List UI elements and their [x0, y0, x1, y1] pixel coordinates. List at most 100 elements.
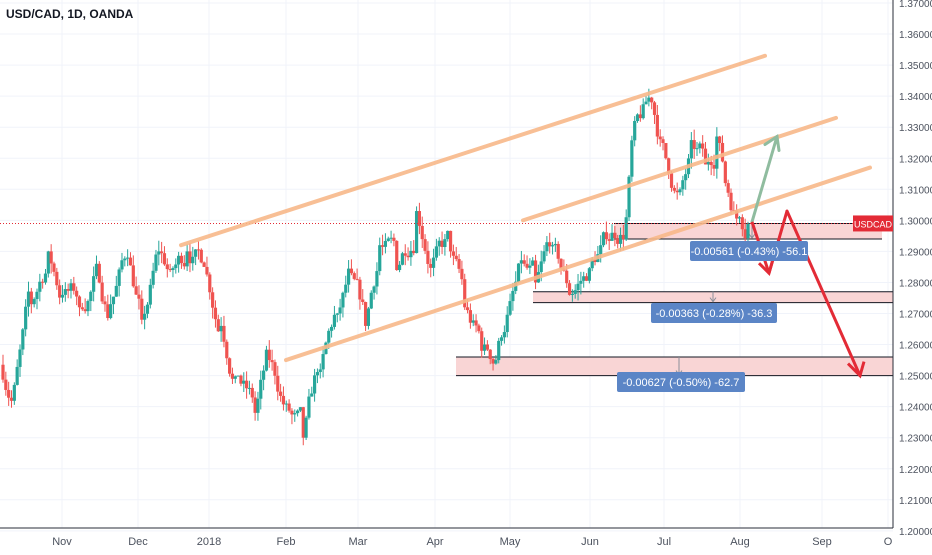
candle-body: [664, 143, 668, 159]
candle-body: [332, 314, 337, 327]
measure-label-bg: [690, 241, 808, 261]
channel-line: [179, 53, 767, 248]
candle-body: [24, 306, 28, 330]
candle-body: [528, 265, 532, 268]
candle-body: [196, 249, 201, 251]
candle-body: [225, 341, 229, 359]
candle-body: [678, 189, 682, 193]
x-tick-label: Aug: [730, 536, 750, 548]
candle-body: [38, 281, 42, 292]
y-tick-label: 1.22000: [899, 465, 932, 476]
candle-body: [485, 344, 489, 350]
candle-body: [695, 148, 699, 150]
candle-body: [131, 265, 135, 287]
candle-body: [188, 251, 192, 264]
down-projection-arrow: [785, 209, 862, 378]
time-axis[interactable]: Nov Dec 2018 Feb Mar Apr May Jun Jul Aug Sep O: [52, 536, 893, 548]
price-axis[interactable]: 1.37000 1.36000 1.35000 1.34000 1.33000 1.320…: [899, 0, 932, 538]
y-tick-label: 1.31000: [899, 185, 932, 196]
candle-body: [743, 229, 747, 239]
candle-body: [746, 223, 750, 239]
candle-body: [46, 251, 50, 274]
candle-body: [63, 289, 67, 295]
candle-body: [417, 211, 422, 226]
candle-body: [701, 143, 705, 149]
x-tick-label: Nov: [52, 536, 72, 548]
candle-body: [454, 255, 458, 260]
candle-body: [355, 278, 359, 280]
candle-body: [494, 360, 498, 364]
candle-body: [55, 271, 59, 286]
candle-body: [720, 142, 725, 162]
candle-body: [86, 301, 90, 312]
candle-body: [672, 187, 676, 191]
candle-body: [58, 285, 62, 298]
candle-body: [650, 97, 654, 103]
candle-body: [89, 291, 93, 302]
candle-body: [471, 320, 475, 323]
candle-body: [145, 304, 150, 314]
candle-body: [228, 358, 232, 374]
measure-labels: -0.00561 (-0.43%) -56.1 -0.00363 (-0.28%)…: [617, 241, 808, 392]
candle-body: [383, 240, 388, 247]
y-tick-label: 1.37000: [899, 0, 932, 10]
candle-body: [726, 183, 730, 193]
candle-body: [72, 283, 76, 291]
candle-body: [366, 308, 371, 326]
y-tick-label: 1.20000: [899, 527, 932, 538]
candle-body: [607, 239, 611, 241]
candle-body: [414, 211, 419, 254]
candle-body: [737, 217, 742, 219]
candle-body: [1, 364, 5, 380]
candle-body: [103, 301, 107, 305]
candle-body: [533, 260, 538, 283]
candle-body: [556, 243, 560, 259]
y-tick-label: 1.34000: [899, 92, 932, 103]
candle-body: [75, 290, 79, 297]
candle-body: [245, 380, 249, 389]
projection-arrows[interactable]: [750, 133, 866, 379]
candle-body: [460, 268, 464, 280]
price-tag-bg: [853, 215, 893, 232]
candle-body: [80, 307, 84, 310]
candle-body: [389, 237, 393, 239]
candle-body: [616, 238, 620, 244]
candle-body: [386, 238, 390, 241]
candle-body: [409, 250, 413, 258]
down-projection-arrow-head: [757, 258, 775, 276]
candle-body: [426, 250, 430, 264]
candle-body: [667, 158, 671, 174]
candle-body: [392, 237, 396, 241]
measure-label: -0.00627 (-0.50%) -62.7: [623, 377, 740, 389]
candle-body: [576, 283, 580, 291]
candle-body: [548, 242, 552, 247]
candle-body: [137, 294, 141, 299]
candle-body: [497, 340, 501, 361]
candle-body: [52, 263, 56, 272]
candle-body: [434, 246, 439, 258]
y-tick-label: 1.26000: [899, 341, 932, 352]
candle-body: [165, 264, 169, 270]
channel-lines[interactable]: [179, 53, 872, 363]
candle-body: [502, 332, 506, 338]
candle-body: [488, 349, 492, 360]
candle-body: [7, 389, 11, 398]
candle-body: [709, 161, 713, 166]
candle-body: [301, 407, 305, 438]
candle-body: [599, 245, 603, 255]
candle-body: [363, 301, 368, 326]
candle-body: [208, 274, 212, 293]
candle-body: [440, 240, 444, 247]
candle-body: [429, 263, 433, 268]
candle-body: [9, 397, 14, 401]
candle-body: [239, 375, 243, 384]
candle-body: [222, 325, 226, 342]
zone-arrow-head: [709, 297, 717, 303]
candle-body: [372, 286, 376, 293]
candle-body: [601, 232, 606, 246]
candle-body: [448, 230, 453, 252]
candle-body: [570, 293, 574, 295]
candle-body: [111, 296, 116, 305]
